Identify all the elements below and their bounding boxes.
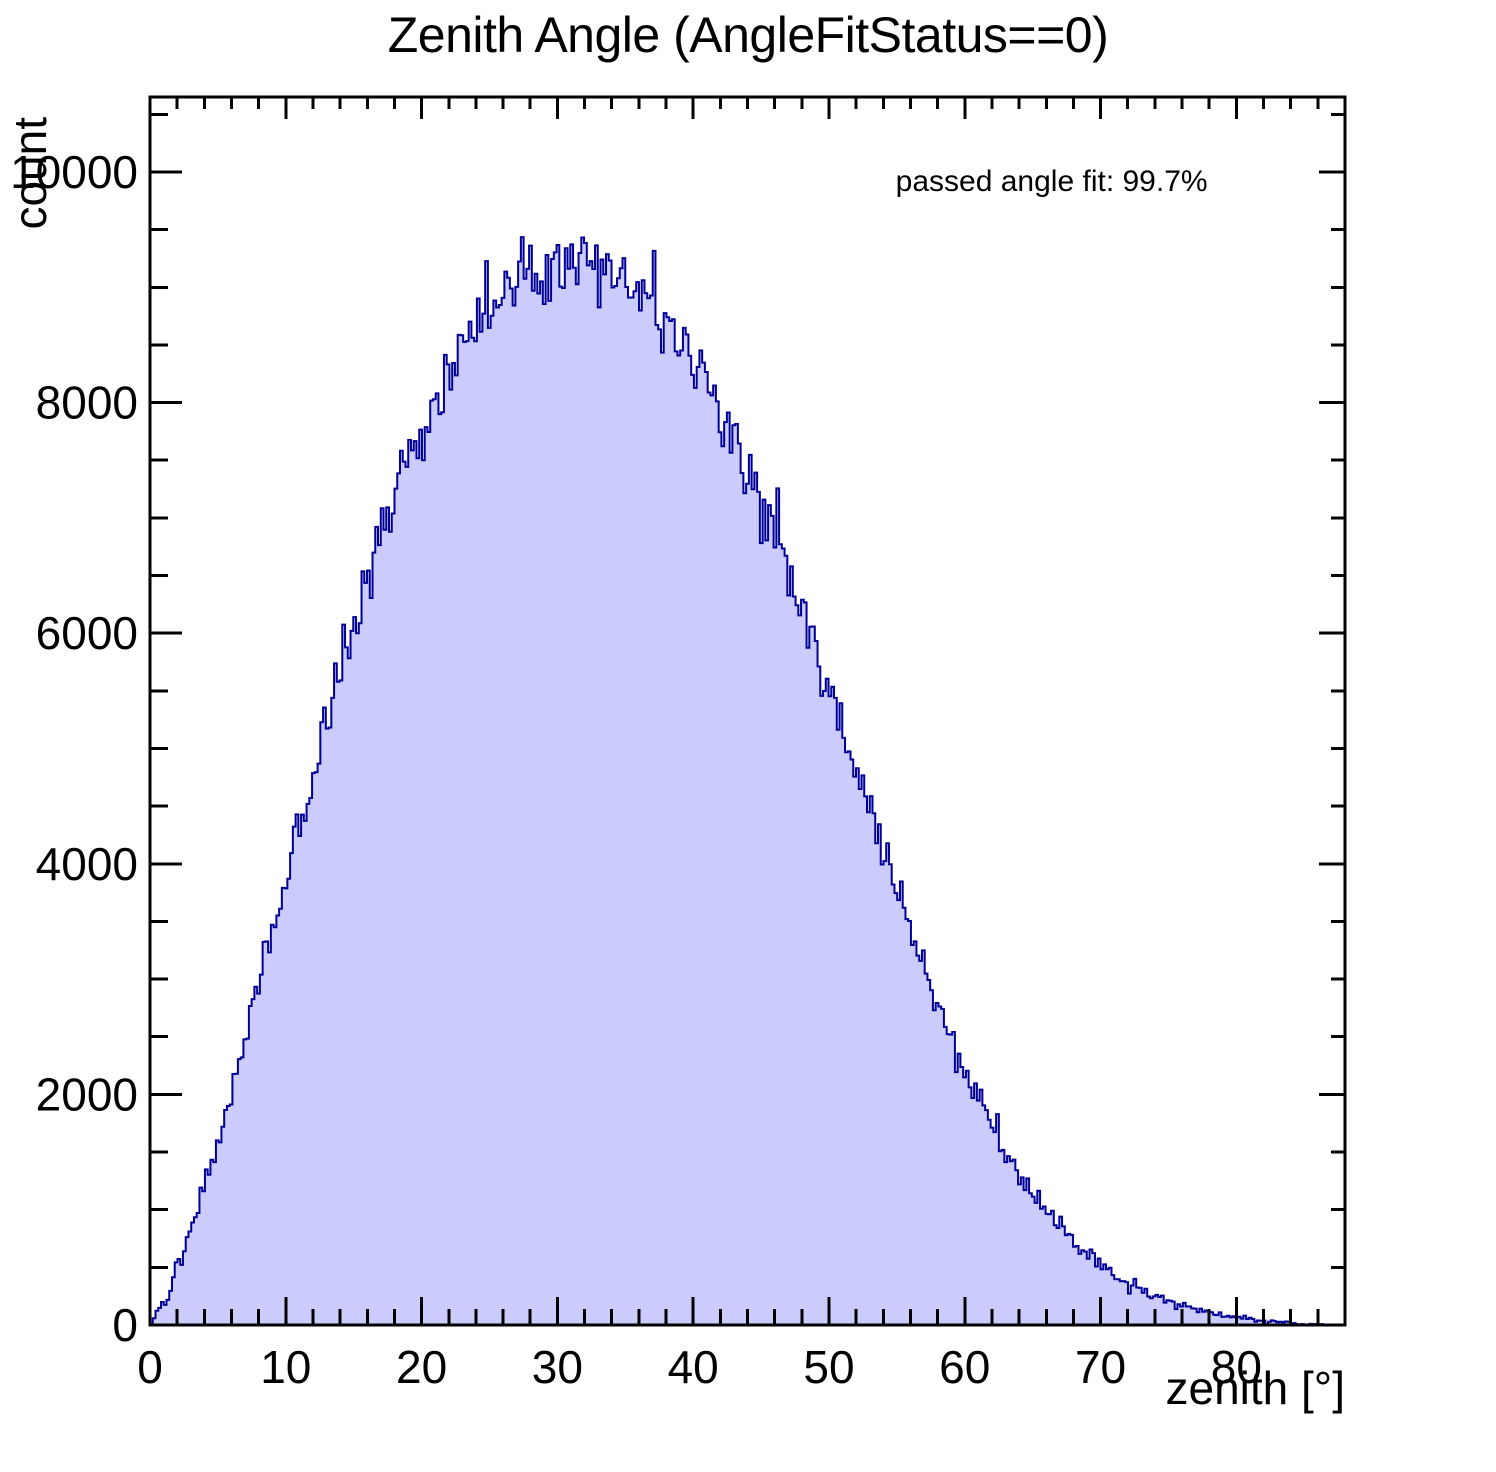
histogram-bars (149, 236, 1345, 1326)
x-tick-label: 40 (668, 1341, 719, 1393)
x-tick-label: 30 (532, 1341, 583, 1393)
x-axis-ticks (148, 97, 1347, 1325)
y-tick-label: 2000 (36, 1068, 138, 1120)
x-tick-label: 20 (396, 1341, 447, 1393)
x-tick-label: 10 (260, 1341, 311, 1393)
y-tick-label: 10000 (10, 146, 138, 198)
axis-titles: zenith [°] count (4, 117, 1345, 1414)
y-tick-label: 6000 (36, 607, 138, 659)
y-tick-label: 4000 (36, 838, 138, 890)
x-tick-label: 0 (137, 1341, 163, 1393)
x-tick-label: 70 (1075, 1341, 1126, 1393)
x-tick-label: 60 (939, 1341, 990, 1393)
histogram-series (149, 236, 1345, 1326)
y-tick-label: 0 (112, 1299, 138, 1351)
x-axis-title: zenith [°] (1166, 1362, 1346, 1414)
x-tick-label: 80 (1211, 1341, 1262, 1393)
page-title: Zenith Angle (AngleFitStatus==0) (387, 7, 1109, 63)
y-tick-label: 8000 (36, 377, 138, 429)
y-axis-tick-labels: 0 2000 4000 6000 8000 10000 (10, 146, 138, 1351)
passed-fit-annotation: passed angle fit: 99.7% (895, 164, 1208, 198)
x-axis-tick-labels: 0 10 20 30 40 50 60 70 80 (137, 1341, 1262, 1393)
y-axis-title: count (4, 117, 56, 230)
y-axis-ticks (150, 112, 1345, 1327)
x-tick-label: 50 (803, 1341, 854, 1393)
